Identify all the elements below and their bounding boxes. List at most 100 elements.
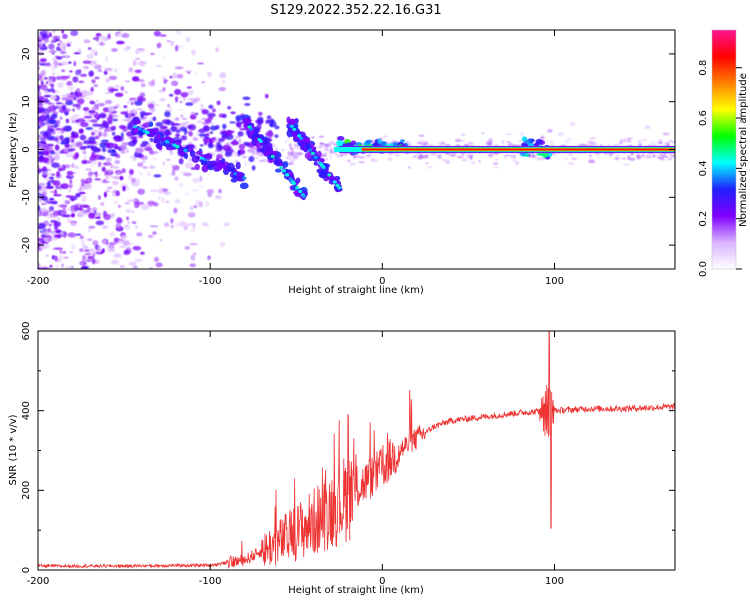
spectrogram-pixel	[330, 147, 333, 151]
spectrogram-pixel	[170, 224, 174, 229]
spectrogram-pixel	[108, 114, 113, 120]
spectrogram-pixel	[114, 160, 121, 165]
spectrogram-pixel	[88, 136, 96, 143]
spectrogram-pixel	[296, 146, 300, 150]
spectrogram-pixel	[95, 259, 100, 265]
snr-background	[38, 331, 675, 570]
spectrogram-pixel	[137, 79, 145, 83]
spectrogram-pixel	[68, 148, 74, 152]
spectrogram-pixel	[191, 155, 200, 163]
spectrogram-pixel	[488, 138, 493, 143]
spectrogram-pixel	[102, 120, 107, 126]
spectrogram-pixel	[56, 104, 63, 108]
spectrogram-pixel	[43, 177, 50, 181]
spectrogram-pixel	[134, 57, 141, 61]
spectrogram-pixel	[189, 206, 194, 211]
y-tick-label: -10	[21, 189, 32, 205]
spectrogram-pixel	[281, 169, 286, 173]
spectrogram-pixel	[174, 96, 179, 103]
spectrogram-pixel	[56, 46, 61, 52]
spectrogram-pixel	[165, 191, 169, 195]
spectrogram-pixel	[328, 141, 335, 145]
spectrogram-pixel	[216, 100, 221, 106]
spectrogram-pixel	[118, 204, 121, 208]
spectrogram-pixel	[60, 183, 69, 189]
spectrogram-pixel	[461, 159, 469, 162]
spectrogram-pixel	[418, 134, 425, 137]
spectrogram-pixel	[185, 102, 194, 106]
spectrogram-pixel	[198, 133, 206, 137]
spectrogram-pixel	[642, 138, 647, 141]
spectrogram-pixel	[43, 132, 52, 138]
y-tick-label: 0	[21, 146, 32, 152]
spectrogram-pixel	[200, 156, 205, 160]
spectrogram-pixel	[45, 146, 50, 150]
spectrogram-pixel	[207, 255, 211, 260]
spectrogram-pixel	[182, 144, 186, 148]
spectrogram-pixel	[42, 201, 49, 205]
spectrogram-pixel	[86, 145, 92, 149]
spectrogram-pixel	[42, 230, 50, 236]
y-tick-label: 600	[21, 321, 32, 340]
spectrogram-pixel	[88, 212, 96, 219]
spectrogram-pixel	[568, 152, 572, 156]
spectrogram-pixel	[210, 125, 218, 131]
spectrogram-pixel	[266, 115, 272, 120]
spectrogram-pixel	[158, 196, 161, 200]
spectrogram-pixel	[144, 147, 153, 152]
spectrogram-pixel	[126, 216, 129, 221]
spectrogram-pixel	[638, 143, 642, 147]
spectrogram-pixel	[150, 52, 155, 56]
spectrogram-pixel	[53, 221, 60, 228]
spectrogram-pixel	[550, 139, 554, 145]
spectrogram-pixel	[120, 150, 126, 154]
spectrogram-pixel	[481, 132, 485, 135]
spectrogram-pixel	[519, 131, 524, 137]
spectrogram-pixel	[335, 154, 342, 158]
spectrogram-pixel	[122, 118, 127, 122]
spectrogram-pixel	[108, 242, 118, 245]
spectrogram-pixel	[588, 153, 592, 158]
spectrogram-pixel	[109, 175, 114, 178]
spectrogram-pixel	[147, 170, 152, 177]
spectrogram-pixel	[113, 200, 119, 204]
snr-series-line	[38, 331, 675, 569]
spectrogram-pixel	[50, 230, 57, 235]
spectrogram-pixel	[72, 108, 75, 112]
spectrogram-pixel	[134, 69, 142, 74]
spectrogram-pixel	[235, 135, 241, 139]
spectrogram-pixel	[215, 195, 222, 200]
spectrogram-pixel	[170, 164, 174, 167]
spectrogram-pixel	[107, 245, 115, 248]
spectrogram-pixel	[292, 155, 299, 160]
spectrogram-pixel	[271, 142, 275, 148]
spectrogram-pixel	[113, 135, 122, 141]
spectrogram-pixel	[82, 245, 89, 250]
spectrogram-pixel	[250, 146, 258, 151]
spectrogram-pixel	[162, 161, 166, 166]
spectrogram-pixel	[188, 131, 193, 137]
spectrogram-pixel	[164, 222, 170, 227]
spectrogram-pixel	[49, 151, 56, 154]
spectrogram-pixel	[42, 102, 46, 105]
spectrogram-pixel	[119, 265, 125, 268]
spectrogram-pixel	[77, 189, 83, 192]
spectrogram-pixel	[486, 140, 490, 146]
spectrogram-pixel	[79, 134, 87, 141]
snr-panel: -200 -100 0 100 0 200 400 600 Height of straig…	[8, 321, 676, 596]
spectrogram-pixel	[178, 158, 184, 165]
spectrogram-pixel	[97, 245, 102, 251]
spectrogram-pixel	[289, 118, 296, 125]
spectrogram-pixel	[227, 105, 232, 110]
spectrogram-pixel	[101, 133, 109, 138]
spectrogram-pixel	[38, 182, 46, 186]
spectrogram-pixel	[207, 71, 212, 78]
spectrogram-pixel	[85, 127, 94, 130]
spectrogram-pixel	[38, 238, 44, 241]
spectrogram-pixel	[212, 108, 216, 113]
spectrogram-pixel	[43, 38, 50, 44]
spectrogram-pixel	[165, 158, 171, 161]
spectrogram-pixel	[153, 256, 160, 263]
spectrogram-pixel	[75, 193, 81, 198]
spectrogram-pixel	[104, 91, 111, 95]
